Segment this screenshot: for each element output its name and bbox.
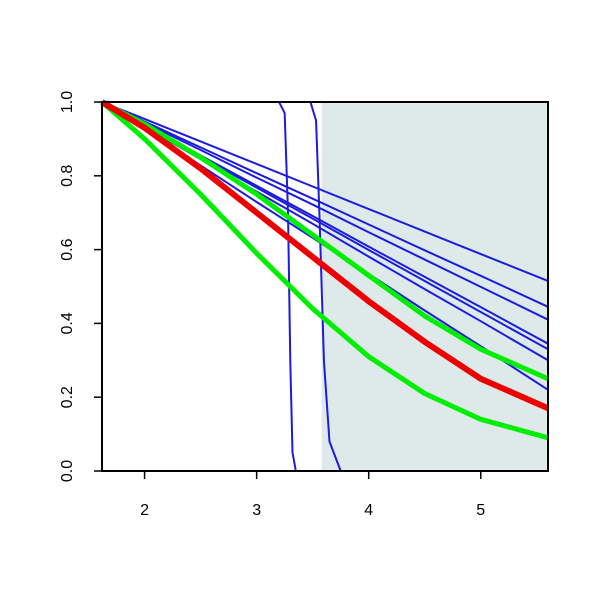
y-tick-label: 1.0 [59,91,76,113]
y-tick-label: 0.2 [59,386,76,408]
curve [100,100,549,441]
x-tick-label: 3 [252,502,261,519]
curve [101,101,549,282]
y-tick-label: 0.6 [59,238,76,260]
y-tick-label: 0.4 [59,312,76,334]
curve [101,101,549,308]
x-tick-label: 4 [364,502,373,519]
x-tick-label: 2 [140,502,149,519]
curve [100,99,550,382]
plot-frame [101,101,549,472]
x-tick-label: 5 [476,502,485,519]
curve [102,101,548,472]
curve [101,101,549,321]
y-tick-label: 0.8 [59,165,76,187]
curve [100,99,550,412]
y-tick-label: 0.0 [59,460,76,482]
